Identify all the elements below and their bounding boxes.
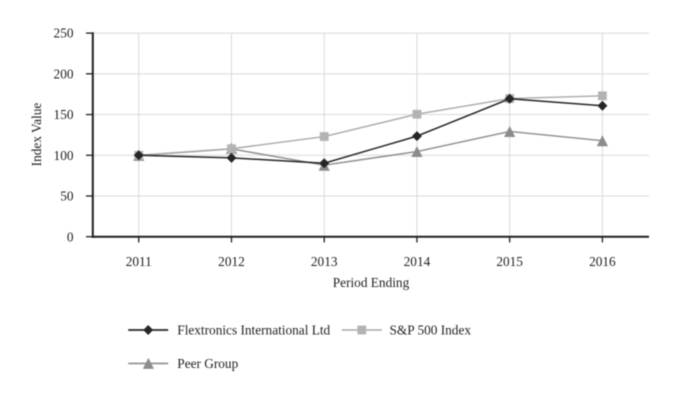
svg-text:Index Value: Index Value [29,103,44,167]
svg-text:2011: 2011 [126,254,152,269]
svg-text:150: 150 [54,107,74,122]
svg-text:Flextronics International Ltd: Flextronics International Ltd [177,323,330,338]
svg-text:0: 0 [67,229,74,244]
svg-text:2012: 2012 [218,254,245,269]
svg-text:250: 250 [54,26,74,41]
svg-text:S&P 500 Index: S&P 500 Index [390,323,472,338]
svg-text:2015: 2015 [496,254,523,269]
svg-text:Peer Group: Peer Group [177,356,238,371]
svg-text:100: 100 [54,148,74,163]
svg-text:200: 200 [54,66,74,81]
svg-text:2014: 2014 [404,254,431,269]
svg-text:50: 50 [60,189,74,204]
svg-text:Period Ending: Period Ending [333,275,410,290]
svg-text:2016: 2016 [589,254,616,269]
svg-text:2013: 2013 [311,254,338,269]
